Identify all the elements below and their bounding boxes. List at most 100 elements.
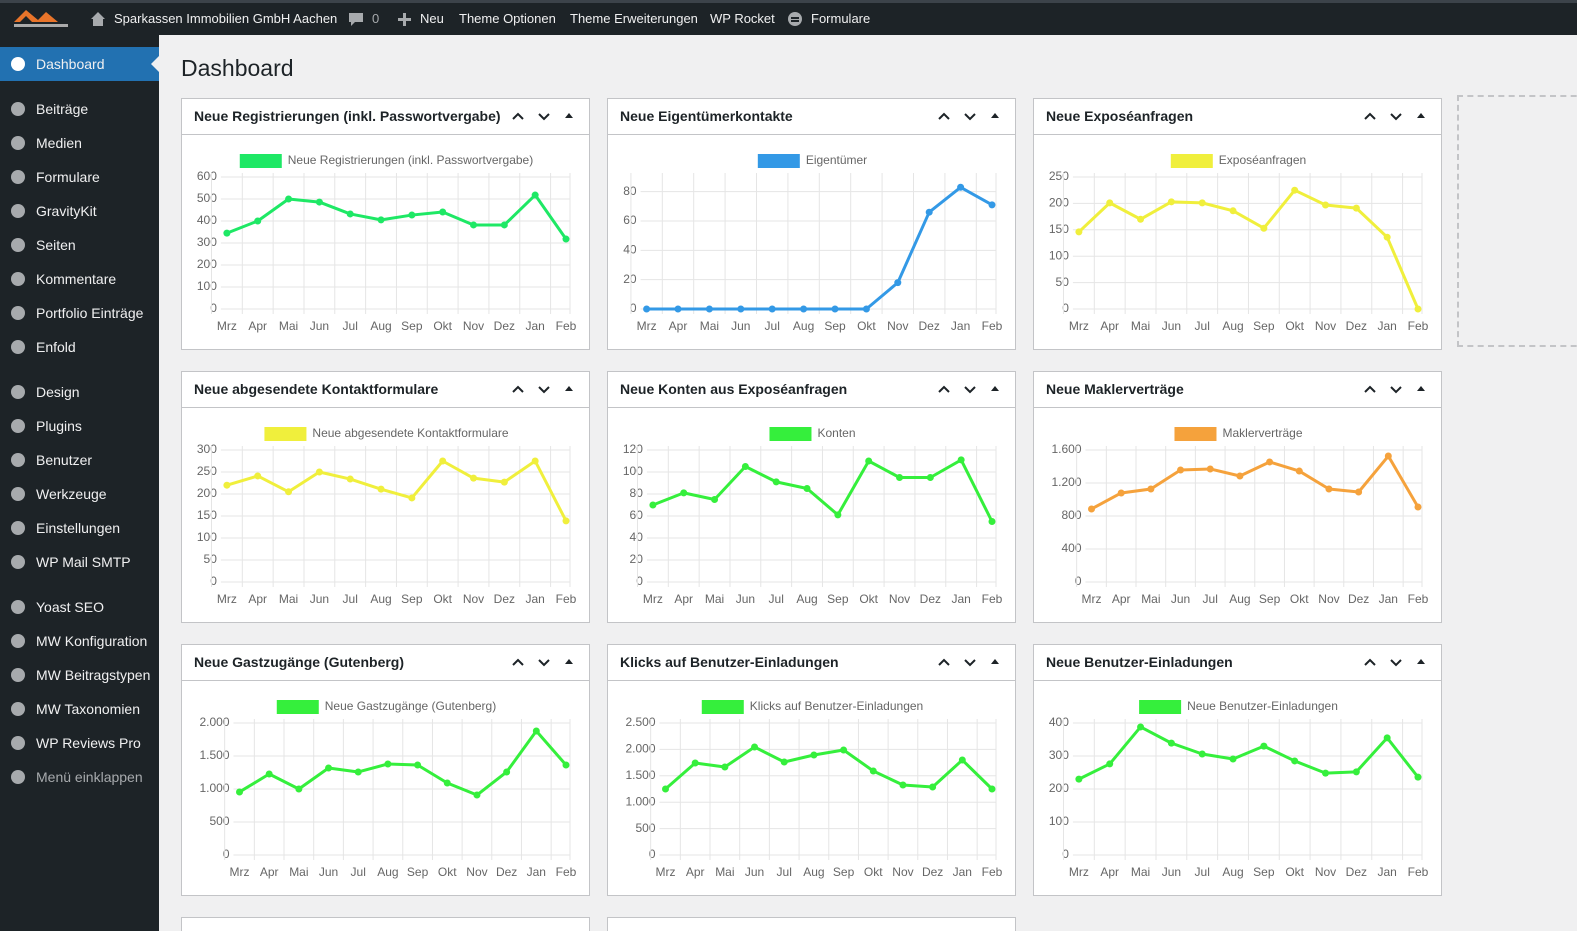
toggle[interactable] [565,113,573,118]
point [1260,742,1268,750]
menu-item[interactable]: WP Mail SMTP [0,545,159,579]
menu-item[interactable]: Einstellungen [0,511,159,545]
menu-item[interactable]: Dashboard [0,47,159,81]
x-tick-label: Apr [674,592,693,606]
x-tick-label: Okt [864,865,883,879]
move-up[interactable] [512,385,524,393]
move-up[interactable] [512,112,524,120]
widget-controls [512,658,573,667]
toggle[interactable] [565,659,573,664]
move-up[interactable] [1364,112,1376,120]
point [899,781,907,789]
toggle[interactable] [1417,113,1425,118]
x-tick-label: Apr [1100,865,1119,879]
x-tick-label: Aug [803,865,824,879]
widget: Neue Registrierungen (inkl. Passwortverg… [181,98,590,350]
menu-icon [11,170,25,184]
menu-item[interactable]: Beiträge [0,92,159,126]
widget-header: Neue Exposéanfragen [1034,99,1441,135]
toggle[interactable] [991,386,999,391]
toggle[interactable] [1417,659,1425,664]
x-tick-label: Okt [433,592,452,606]
bar-item[interactable]: Neu [420,11,444,26]
menu-item[interactable]: Menü einklappen [0,760,159,794]
menu-item[interactable]: Medien [0,126,159,160]
menu-item[interactable]: Kommentare [0,262,159,296]
move-down[interactable] [1390,659,1402,667]
y-tick-label: 2.000 [199,715,229,729]
toggle[interactable] [991,659,999,664]
move-down[interactable] [538,113,550,121]
menu-item[interactable]: Plugins [0,409,159,443]
move-down[interactable] [538,386,550,394]
menu-item[interactable]: Enfold [0,330,159,364]
move-up[interactable] [1364,385,1376,393]
menu-item[interactable]: WP Reviews Pro [0,726,159,760]
menu-item[interactable]: Formulare [0,160,159,194]
point [1383,734,1391,742]
x-tick-label: Jul [343,592,358,606]
x-tick-label: Okt [1285,865,1304,879]
menu-item[interactable]: Seiten [0,228,159,262]
icon-shape [11,453,25,467]
y-tick-label: 60 [630,508,644,522]
bar-item[interactable]: Formulare [811,11,871,26]
move-down[interactable] [964,659,976,667]
icon-shape [11,306,25,320]
comment-count[interactable]: 0 [372,11,380,26]
point [1414,773,1422,781]
point [439,457,447,465]
point [803,485,811,492]
page-title: Dashboard [181,55,294,81]
move-up[interactable] [938,112,950,120]
logo[interactable] [12,6,70,30]
move-down[interactable] [1390,113,1402,121]
plus-icon [398,13,411,26]
menu-item[interactable]: Benutzer [0,443,159,477]
point [439,208,447,216]
site-name[interactable]: Sparkassen Immobilien GmbH Aachen [114,11,338,26]
move-up[interactable] [938,658,950,666]
move-up[interactable] [1364,658,1376,666]
point [1198,199,1206,207]
point [503,768,511,776]
chart: 0 50 100 150 200 250 300 Mrz Apr Mai Jun Jul Aug Sep O… [197,426,577,606]
menu-item[interactable]: MW Konfiguration [0,624,159,658]
toggle[interactable] [565,386,573,391]
x-tick-label: Jan [1377,319,1396,333]
icon-shape [11,555,25,569]
toggle[interactable] [991,113,999,118]
menu-item[interactable]: MW Beitragstypen [0,658,159,692]
move-down[interactable] [964,113,976,121]
toggle[interactable] [1417,386,1425,391]
x-tick-label: Aug [1229,592,1250,606]
x-tick-label: Jul [769,592,784,606]
menu-item[interactable]: Yoast SEO [0,590,159,624]
menu-item[interactable]: Design [0,375,159,409]
y-tick-label: 100 [1049,248,1069,262]
legend-label: Klicks auf Benutzer-Einladungen [750,699,923,713]
point [315,468,323,476]
move-down[interactable] [964,386,976,394]
move-up[interactable] [938,385,950,393]
menu-item[interactable]: MW Taxonomien [0,692,159,726]
x-tick-label: Jun [731,319,750,333]
point [1266,458,1274,466]
menu-item[interactable]: Portfolio Einträge [0,296,159,330]
move-up[interactable] [512,658,524,666]
point [1229,755,1237,763]
y-tick-label: 500 [209,814,229,828]
move-down[interactable] [538,659,550,667]
forms-icon [788,12,802,26]
widget-title: Neue Gastzugänge (Gutenberg) [194,654,405,670]
menu-item[interactable]: GravityKit [0,194,159,228]
move-down[interactable] [1390,386,1402,394]
y-tick-label: 300 [1049,748,1069,762]
y-tick-label: 100 [197,530,217,544]
menu-item[interactable]: Werkzeuge [0,477,159,511]
bar-item[interactable]: Theme Optionen [459,11,556,26]
x-tick-label: Jan [953,865,972,879]
bar-item[interactable]: Theme Erweiterungen [570,11,698,26]
point [1383,233,1391,241]
bar-item[interactable]: WP Rocket [710,11,775,26]
